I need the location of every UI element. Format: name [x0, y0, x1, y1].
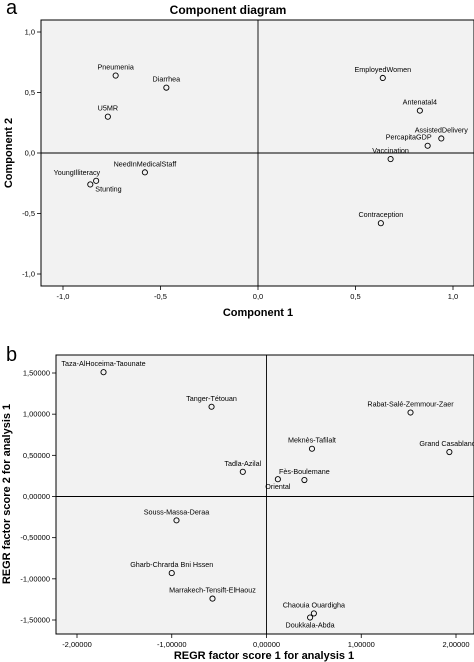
panel-b-data-point — [274, 476, 281, 483]
panel-a-y-tick-label: -1,0 — [22, 270, 35, 279]
panel-b-data-point — [301, 476, 308, 484]
panel-a-x-axis-title: Component 1 — [223, 307, 293, 319]
panel-b: b REGR factor score 2 for analysis 1 REG… — [1, 344, 474, 662]
panel-a-data-point — [93, 177, 100, 184]
panel-b-data-point — [209, 595, 216, 602]
panel-b-data-point — [446, 448, 453, 456]
panel-b-point-label: Taza-AlHoceima-Taounate — [61, 359, 145, 368]
panel-a-y-axis-title: Component 2 — [3, 118, 15, 188]
panel-a-point-label: Antenatal4 — [403, 98, 437, 107]
panel-a: a Component diagram Component 2 Componen… — [3, 0, 474, 319]
panel-a-letter: a — [6, 0, 18, 19]
panel-a-point-label: U5MR — [98, 104, 118, 113]
panel-b-point-label: Doukkala-Abda — [286, 621, 335, 630]
panel-b-x-axis-title: REGR factor score 1 for analysis 1 — [174, 650, 354, 662]
panel-b-data-point — [239, 468, 246, 475]
panel-b-point-label: Oriental — [265, 482, 291, 491]
panel-a-point-label: EmployedWomen — [354, 65, 411, 74]
panel-a-data-point — [87, 181, 94, 188]
panel-a-point-label: NeedInMedicalStaff — [114, 159, 177, 168]
panel-b-x-tick-label: -1,00000 — [157, 640, 187, 649]
panel-a-title: Component diagram — [170, 3, 287, 17]
panel-b-marks: -2,00000 -1,00000 0,00000 1,00000 2,00000 1,5… — [20, 355, 474, 649]
panel-b-x-tick-label: 2,00000 — [442, 640, 469, 649]
panel-a-point-label: YoungIlliteracy — [54, 168, 101, 177]
panel-a-x-tick-label: 1,0 — [448, 292, 458, 301]
panel-a-x-tick-label: -0,5 — [154, 292, 167, 301]
panel-b-data-point — [310, 610, 317, 617]
panel-b-point-label: Marrakech-Tensift-ElHaouz — [169, 586, 256, 595]
panel-b-data-point — [168, 570, 175, 577]
panel-a-data-point — [104, 113, 111, 120]
panel-b-y-tick-label: 0,00000 — [23, 492, 50, 501]
panel-a-y-tick-label: 0,0 — [25, 149, 35, 158]
panel-a-point-label: AssistedDelivery — [415, 125, 469, 134]
panel-a-data-point — [163, 84, 170, 91]
panel-b-point-label: Rabat-Salé-Zemmour-Zaer — [367, 400, 454, 409]
panel-a-data-point — [377, 220, 384, 227]
panel-b-point-label: Souss-Massa-Deraa — [144, 507, 210, 516]
panel-b-point-label: Chaouia Ouardigha — [283, 600, 345, 609]
panel-b-data-point — [100, 369, 107, 376]
panel-a-data-point — [416, 107, 423, 114]
panel-b-y-tick-label: 1,00000 — [23, 410, 50, 419]
panel-a-y-tick-label: -0,5 — [22, 209, 35, 218]
panel-a-data-point — [424, 142, 431, 149]
panel-b-y-tick-label: -1,50000 — [20, 616, 50, 625]
panel-a-x-tick-label: -1,0 — [57, 292, 70, 301]
panel-a-y-tick-label: 0,5 — [25, 88, 35, 97]
panel-b-x-tick-label: 1,00000 — [348, 640, 375, 649]
panel-a-marks: -1,0 -0,5 0,0 0,5 1,0 1,0 0,5 0,0 -0,5 -1,0 Pneume… — [22, 20, 474, 301]
panel-b-plot-area — [55, 354, 474, 635]
panel-a-x-tick-label: 0,5 — [350, 292, 360, 301]
panel-a-data-point — [379, 74, 386, 82]
panel-a-point-label: Contraception — [358, 210, 403, 219]
panel-b-point-label: Fès-Boulemane — [279, 467, 330, 476]
panel-b-point-label: Grand Casablanca — [419, 439, 474, 448]
panel-b-x-tick-label: 0,00000 — [253, 640, 280, 649]
panel-b-y-tick-label: 1,50000 — [23, 369, 50, 378]
panel-b-data-point — [173, 517, 180, 524]
panel-b-y-tick-label: 0,50000 — [23, 451, 50, 460]
panel-b-point-label: Gharb-Chrarda Bni Hssen — [130, 560, 213, 569]
panel-a-data-point — [438, 135, 445, 142]
panel-a-point-label: Vaccination — [372, 146, 409, 155]
panel-b-point-label: Tadla-Azilal — [224, 459, 261, 468]
panel-b-point-label: Tanger-Tétouan — [186, 394, 237, 403]
panel-b-letter: b — [6, 344, 17, 366]
panel-a-point-label: Stunting — [95, 184, 121, 193]
panel-b-data-point — [407, 409, 414, 416]
panel-b-y-tick-label: -0,50000 — [20, 533, 50, 542]
panel-a-y-tick-label: 1,0 — [25, 28, 35, 37]
panel-b-point-label: Meknès-Tafilalt — [288, 436, 336, 445]
panel-a-x-tick-label: 0,0 — [253, 292, 263, 301]
panel-b-y-tick-label: -1,00000 — [20, 574, 50, 583]
panel-a-point-label: PercapitaGDP — [386, 133, 432, 142]
panel-b-data-point — [307, 614, 314, 621]
panel-b-data-point — [308, 445, 316, 452]
panel-a-data-point — [112, 72, 119, 79]
panel-a-point-label: Pneumenia — [97, 63, 133, 72]
panel-a-data-point — [141, 169, 148, 176]
panel-a-point-label: Diarrhea — [153, 75, 181, 84]
panel-a-data-point — [387, 155, 394, 163]
panel-b-data-point — [208, 403, 215, 410]
panel-b-y-axis-title: REGR factor score 2 for analysis 1 — [1, 404, 13, 584]
panel-b-x-tick-label: -2,00000 — [62, 640, 92, 649]
